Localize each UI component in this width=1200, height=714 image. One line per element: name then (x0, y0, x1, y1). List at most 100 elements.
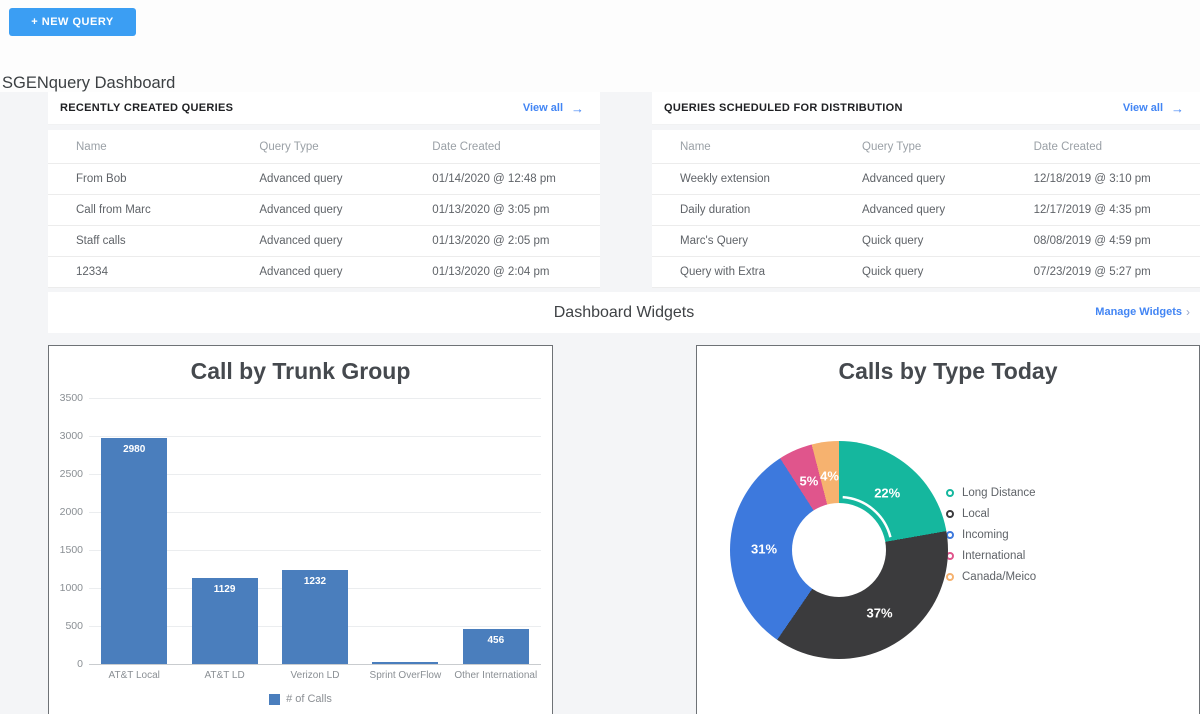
bar-value-label: 456 (487, 635, 505, 647)
panel-title: RECENTLY CREATED QUERIES (60, 102, 234, 114)
table-cell: 07/23/2019 @ 5:27 pm (1033, 266, 1151, 278)
top-bar: + NEW QUERY (0, 0, 1200, 92)
bar: 2980 (101, 437, 168, 664)
legend-item-label: International (962, 550, 1026, 562)
y-tick-label: 0 (77, 658, 83, 670)
dashboard-widgets-band: Dashboard Widgets Manage Widgets › (48, 292, 1200, 333)
donut-legend-item[interactable]: Long Distance (946, 487, 1036, 499)
new-query-button[interactable]: + NEW QUERY (9, 8, 136, 36)
x-axis-line (89, 664, 541, 665)
bar-value-label: 1129 (213, 584, 236, 596)
donut-slice-label: 5% (799, 473, 819, 489)
table-cell: Weekly extension (680, 173, 770, 185)
y-tick-label: 3500 (59, 392, 83, 404)
table-cell: Advanced query (862, 204, 946, 216)
legend-item-label: Canada/Meico (962, 571, 1037, 583)
recent-queries-panel: RECENTLY CREATED QUERIES View all → Name… (48, 92, 600, 291)
table-row[interactable]: 12334 Advanced query 01/13/2020 @ 2:04 pm (48, 257, 600, 288)
legend-item-label: Local (962, 508, 990, 520)
donut-legend-item[interactable]: International (946, 550, 1036, 562)
table-cell: 01/13/2020 @ 2:04 pm (432, 266, 550, 278)
legend-label: # of Calls (286, 693, 332, 705)
arrow-right-icon: → (571, 100, 584, 116)
x-tick-label: AT&T LD (204, 670, 245, 681)
gridline (89, 550, 541, 551)
x-tick-label: Sprint OverFlow (369, 670, 442, 681)
table-cell: Marc's Query (680, 235, 749, 247)
chevron-right-icon: › (1186, 305, 1190, 319)
table-row[interactable]: Marc's Query Quick query 08/08/2019 @ 4:59… (652, 226, 1200, 257)
manage-widgets-label: Manage Widgets (1095, 306, 1182, 318)
x-tick-label: Other International (454, 670, 538, 681)
donut-slice-label: 4% (820, 468, 839, 484)
table-cell: 01/13/2020 @ 2:05 pm (432, 235, 550, 247)
donut-legend-item[interactable]: Incoming (946, 529, 1036, 541)
table-row[interactable]: Call from Marc Advanced query 01/13/2020 @… (48, 195, 600, 226)
donut-legend-item[interactable]: Local (946, 508, 1036, 520)
legend-swatch-icon (269, 693, 281, 705)
view-all-label: View all (1122, 102, 1163, 114)
view-all-link[interactable]: View all → (1123, 101, 1184, 116)
view-all-link[interactable]: View all → (523, 101, 584, 116)
panel-title: QUERIES SCHEDULED FOR DISTRIBUTION (664, 102, 903, 114)
column-header: Name (680, 140, 711, 153)
table-cell: Quick query (862, 235, 924, 247)
recent-queries-table: Name Query Type Date Created From Bob Advanc… (48, 130, 600, 288)
bar: 456 (462, 629, 529, 664)
column-header: Name (76, 140, 107, 153)
table-row[interactable]: Query with Extra Quick query 07/23/2019 @ … (652, 257, 1200, 288)
legend-item-label: Long Distance (962, 487, 1036, 499)
table-row[interactable]: Weekly extension Advanced query 12/18/2019… (652, 164, 1200, 195)
table-cell: Advanced query (259, 204, 343, 216)
manage-widgets-link[interactable]: Manage Widgets › (1095, 305, 1190, 319)
table-header-row: Name Query Type Date Created (48, 130, 600, 164)
table-row[interactable]: From Bob Advanced query 01/14/2020 @ 12:48… (48, 164, 600, 195)
view-all-label: View all (522, 102, 563, 114)
donut-legend-item[interactable]: Canada/Meico (946, 571, 1036, 583)
table-cell: 01/14/2020 @ 12:48 pm (432, 173, 556, 185)
y-tick-label: 1500 (59, 544, 83, 556)
column-header: Date Created (432, 140, 501, 153)
table-cell: Advanced query (259, 235, 343, 247)
donut-chart-title: Calls by Type Today (838, 358, 1058, 384)
y-tick-label: 500 (65, 620, 83, 632)
donut-slice-label: 37% (866, 605, 893, 621)
column-header: Query Type (259, 140, 319, 153)
table-cell: Advanced query (259, 266, 343, 278)
bar-chart-card: Call by Trunk Group # of Calls 0 500 1000 1… (48, 345, 553, 714)
donut-slice-label: 31% (750, 541, 778, 557)
table-header-row: Name Query Type Date Created (652, 130, 1200, 164)
table-cell: 12/17/2019 @ 4:35 pm (1033, 204, 1151, 216)
table-row[interactable]: Staff calls Advanced query 01/13/2020 @ 2:… (48, 226, 600, 257)
y-tick-label: 2000 (59, 506, 83, 518)
legend-ring-icon (946, 510, 954, 518)
scheduled-queries-panel: QUERIES SCHEDULED FOR DISTRIBUTION View … (652, 92, 1200, 291)
donut-slice-label: 22% (874, 485, 901, 501)
bar (372, 662, 439, 664)
gridline (89, 436, 541, 437)
table-cell: 12334 (76, 266, 108, 278)
table-row[interactable]: Daily duration Advanced query 12/17/2019 @… (652, 195, 1200, 226)
table-cell: Query with Extra (680, 266, 765, 278)
bar-chart-title: Call by Trunk Group (190, 358, 411, 384)
donut-chart-card: Calls by Type Today Long Distance Local In… (696, 345, 1200, 714)
bar: 1232 (282, 570, 348, 664)
table-cell: 01/13/2020 @ 3:05 pm (432, 204, 550, 216)
scheduled-queries-table: Name Query Type Date Created Weekly extensi… (652, 130, 1200, 288)
table-cell: From Bob (76, 173, 127, 185)
donut-hole (792, 503, 886, 597)
x-tick-label: AT&T Local (108, 670, 160, 681)
arrow-right-icon: → (1171, 100, 1184, 116)
gridline (89, 398, 541, 399)
x-tick-label: Verizon LD (290, 670, 340, 681)
legend-ring-icon (946, 489, 954, 497)
bar-chart-legend: # of Calls (49, 693, 552, 705)
y-tick-label: 2500 (59, 468, 83, 480)
table-cell: Advanced query (862, 173, 946, 185)
table-cell: Staff calls (76, 235, 126, 247)
table-cell: 12/18/2019 @ 3:10 pm (1033, 173, 1151, 185)
bar-value-label: 1232 (303, 576, 327, 588)
table-cell: Daily duration (680, 204, 751, 216)
gridline (89, 512, 541, 513)
bar-value-label: 2980 (123, 443, 146, 455)
